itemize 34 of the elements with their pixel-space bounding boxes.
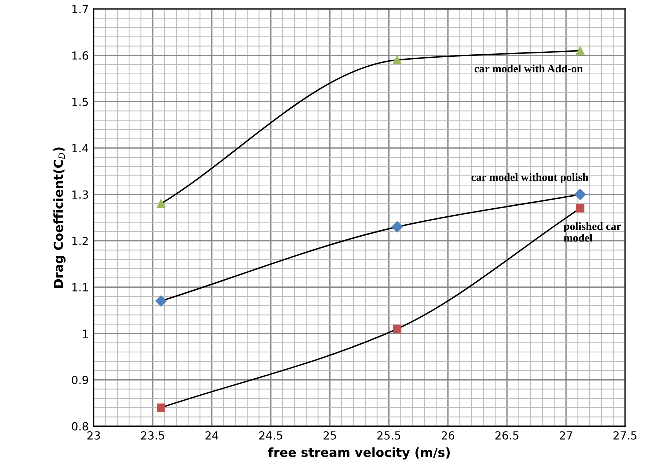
x-tick-label: 23 — [88, 431, 100, 440]
y-tick-label: 1.1 — [72, 283, 88, 292]
point — [157, 200, 166, 208]
point — [156, 296, 167, 307]
point — [392, 221, 404, 233]
y-tick-label: 1.3 — [72, 190, 88, 200]
y-tick-label: 1 — [83, 330, 88, 338]
x-tick-label: 23.5 — [141, 431, 164, 440]
x-tick-label: 26 — [442, 431, 455, 440]
x-tick-label: 27 — [560, 431, 572, 440]
series-label: polished car model — [564, 222, 622, 242]
y-tick-label: 0.9 — [72, 376, 88, 384]
x-tick-label: 27.5 — [614, 431, 637, 440]
point — [576, 46, 585, 56]
point — [157, 404, 166, 412]
y-tick-label: 1.7 — [72, 5, 88, 14]
y-tick-label: 1.2 — [72, 236, 88, 246]
y-tick-label: 0.8 — [72, 422, 88, 431]
point — [576, 204, 585, 213]
point — [574, 189, 586, 200]
point — [393, 324, 402, 334]
x-tick-label: 26.5 — [496, 431, 519, 440]
point — [393, 56, 402, 64]
x-axis-title: free stream velocity (m/s) — [268, 448, 450, 460]
series-label: car model without polish — [472, 173, 589, 184]
y-tick-label: 1.5 — [72, 98, 88, 106]
y-axis-title: Drag Coefficient(C$_{D}$) — [54, 148, 66, 288]
x-tick-label: 25.5 — [378, 431, 401, 440]
y-tick-label: 1.4 — [72, 144, 88, 153]
x-tick-label: 25 — [324, 431, 336, 440]
x-tick-label: 24.5 — [260, 431, 282, 440]
y-tick-label: 1.6 — [72, 52, 88, 60]
x-tick-label: 24 — [206, 431, 218, 440]
series-label: car model with Add-on — [474, 64, 584, 73]
